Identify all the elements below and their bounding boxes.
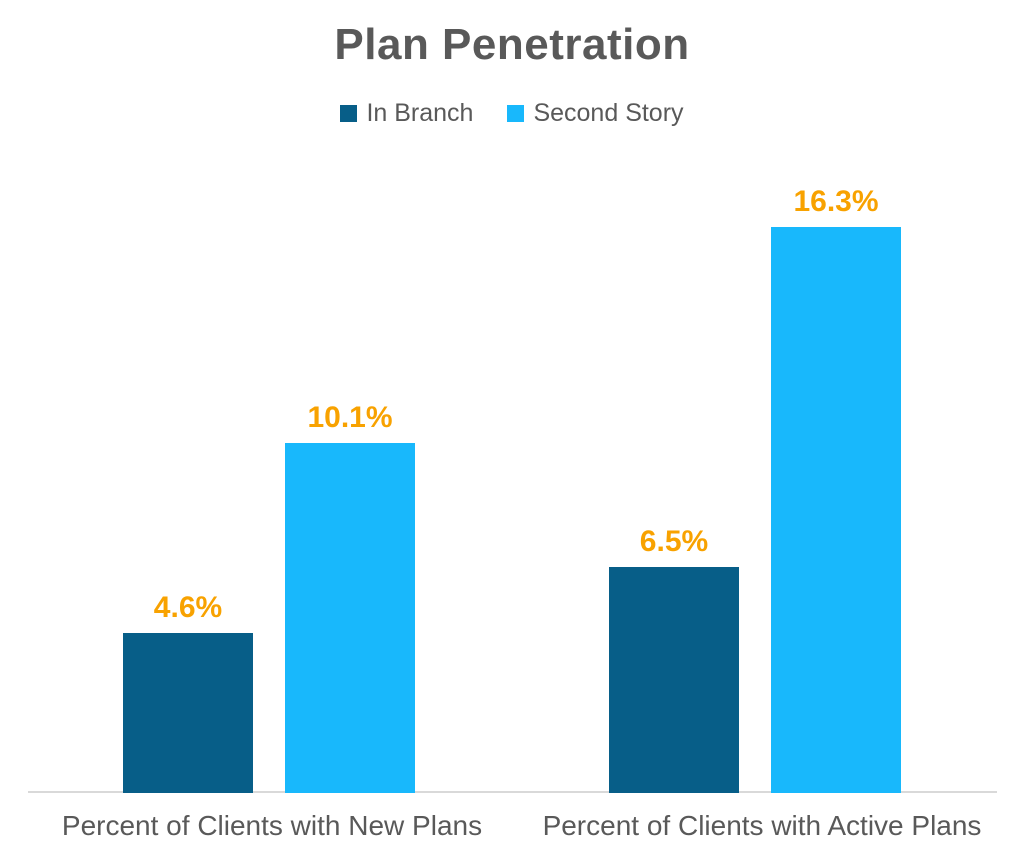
data-label-second-story-1: 10.1% [307, 401, 393, 434]
legend-label-in-branch: In Branch [366, 99, 474, 127]
x-axis-line [28, 791, 997, 793]
bar-second-story-1 [285, 443, 415, 793]
data-label-second-story-2: 16.3% [793, 185, 879, 218]
chart-title: Plan Penetration [334, 20, 690, 69]
legend-label-second-story: Second Story [533, 99, 684, 127]
category-label-1: Percent of Clients with New Plans [61, 810, 483, 841]
legend: In Branch Second Story [0, 99, 1024, 128]
legend-item-second-story: Second Story [507, 99, 684, 128]
legend-swatch-second-story [507, 105, 525, 122]
data-label-in-branch-2: 6.5% [639, 525, 709, 558]
legend-swatch-in-branch [340, 105, 358, 122]
bar-second-story-2 [771, 227, 901, 793]
legend-item-in-branch: In Branch [340, 99, 473, 128]
data-label-in-branch-1: 4.6% [153, 591, 223, 624]
category-label-2: Percent of Clients with Active Plans [542, 810, 982, 841]
bar-in-branch-2 [609, 567, 739, 793]
bar-in-branch-1 [123, 633, 253, 793]
